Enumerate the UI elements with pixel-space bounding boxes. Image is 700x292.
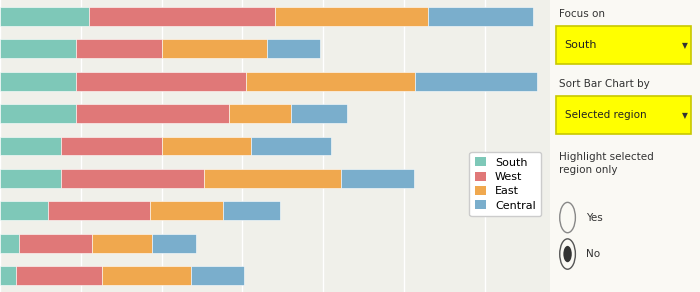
Text: Sort Bar Chart by: Sort Bar Chart by — [559, 79, 650, 89]
Bar — [48, 201, 150, 220]
Text: No: No — [586, 249, 600, 259]
Bar — [0, 137, 62, 155]
Bar — [76, 39, 162, 58]
Circle shape — [564, 246, 572, 262]
Bar — [0, 7, 89, 26]
Bar — [0, 201, 48, 220]
Bar — [428, 7, 533, 26]
Bar — [76, 72, 246, 91]
Bar — [341, 169, 414, 188]
Text: ▼: ▼ — [682, 111, 688, 120]
FancyBboxPatch shape — [556, 26, 691, 64]
Bar — [291, 104, 347, 123]
Bar — [415, 72, 537, 91]
Bar — [0, 39, 76, 58]
Bar — [89, 7, 274, 26]
Bar — [0, 72, 76, 91]
Bar — [76, 104, 230, 123]
Bar — [162, 137, 251, 155]
Bar — [223, 201, 279, 220]
Bar — [162, 39, 267, 58]
Legend: South, West, East, Central: South, West, East, Central — [469, 152, 541, 216]
Bar — [20, 234, 92, 253]
Bar — [0, 266, 16, 285]
Bar — [150, 201, 223, 220]
Bar — [16, 266, 102, 285]
Text: Highlight selected
region only: Highlight selected region only — [559, 152, 653, 175]
Text: Yes: Yes — [586, 213, 603, 223]
Bar — [0, 104, 76, 123]
Text: Selected region: Selected region — [564, 110, 646, 120]
Bar — [102, 266, 190, 285]
Text: ▼: ▼ — [682, 41, 688, 50]
Bar — [62, 169, 204, 188]
Bar — [267, 39, 320, 58]
Bar — [62, 137, 162, 155]
Text: South: South — [564, 40, 597, 50]
Bar — [190, 266, 244, 285]
Bar — [0, 234, 20, 253]
Bar — [92, 234, 152, 253]
Bar — [246, 72, 415, 91]
Bar — [0, 169, 62, 188]
Bar — [251, 137, 331, 155]
FancyBboxPatch shape — [556, 96, 691, 134]
Bar — [275, 7, 428, 26]
Bar — [152, 234, 195, 253]
Bar — [204, 169, 341, 188]
Bar — [230, 104, 291, 123]
Text: Focus on: Focus on — [559, 9, 605, 19]
